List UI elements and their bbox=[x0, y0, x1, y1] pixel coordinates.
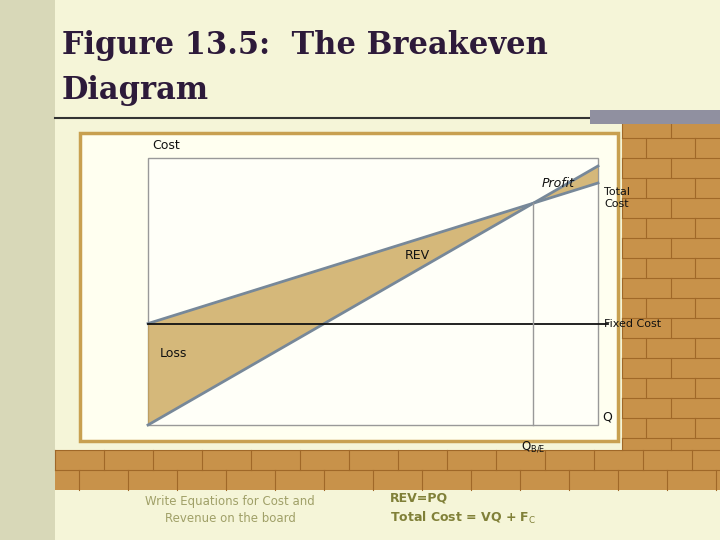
Text: REV: REV bbox=[405, 249, 431, 262]
Bar bbox=[55, 450, 720, 490]
Text: Total Cost = VQ + F$_\mathsf{C}$: Total Cost = VQ + F$_\mathsf{C}$ bbox=[390, 510, 536, 526]
Polygon shape bbox=[534, 166, 598, 203]
Bar bbox=[0, 0, 55, 540]
Text: Figure 13.5:  The Breakeven: Figure 13.5: The Breakeven bbox=[62, 30, 548, 61]
Text: Cost: Cost bbox=[152, 139, 180, 152]
Text: REV=PQ: REV=PQ bbox=[390, 491, 448, 504]
Text: Profit: Profit bbox=[541, 177, 575, 190]
Bar bbox=[80, 133, 618, 441]
Text: Write Equations for Cost and
Revenue on the board: Write Equations for Cost and Revenue on … bbox=[145, 495, 315, 525]
Text: Q: Q bbox=[602, 410, 612, 423]
Text: Diagram: Diagram bbox=[62, 75, 209, 106]
Text: Total
Cost: Total Cost bbox=[604, 187, 630, 208]
Bar bbox=[622, 118, 720, 450]
Polygon shape bbox=[148, 203, 534, 425]
Text: Q$_{\mathsf{B/E}}$: Q$_{\mathsf{B/E}}$ bbox=[521, 439, 546, 454]
Bar bbox=[590, 110, 720, 124]
Text: Fixed Cost: Fixed Cost bbox=[604, 319, 661, 328]
Text: Loss: Loss bbox=[160, 347, 187, 360]
Bar bbox=[148, 158, 598, 425]
